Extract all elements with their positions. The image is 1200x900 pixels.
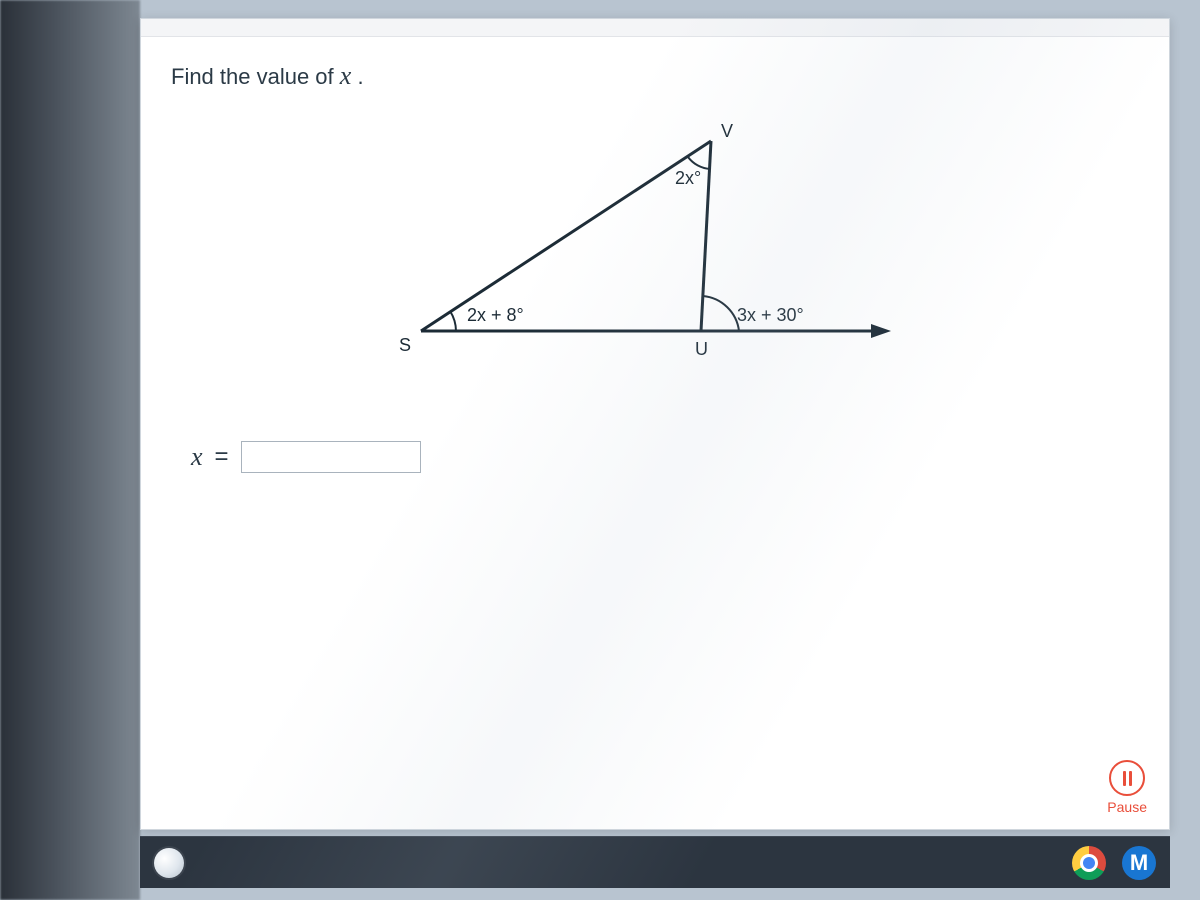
- taskbar: M: [140, 836, 1170, 888]
- angle-arc-u-exterior: [703, 296, 739, 331]
- question-content: Find the value of x . V S: [141, 37, 1169, 829]
- vertex-label-v: V: [721, 121, 733, 141]
- pause-label: Pause: [1107, 799, 1147, 815]
- pause-button[interactable]: Pause: [1107, 760, 1147, 815]
- figure-svg: V S U 2x° 2x + 8° 3x + 30°: [371, 121, 911, 401]
- app-window: Find the value of x . V S: [140, 18, 1170, 830]
- pause-icon: [1109, 760, 1145, 796]
- chrome-icon[interactable]: [1072, 846, 1106, 880]
- angle-label-v: 2x°: [675, 168, 701, 188]
- photo-left-edge: [0, 0, 140, 900]
- question-prefix: Find the value of: [171, 64, 340, 89]
- question-variable: x: [340, 61, 352, 90]
- answer-equals: =: [215, 443, 229, 471]
- geometry-figure: V S U 2x° 2x + 8° 3x + 30°: [371, 121, 911, 401]
- question-suffix: .: [351, 64, 363, 89]
- answer-row: x =: [191, 441, 1139, 473]
- side-sv: [421, 141, 711, 331]
- vertex-label-u: U: [695, 339, 708, 359]
- angle-label-u-exterior: 3x + 30°: [737, 305, 804, 325]
- angle-label-s: 2x + 8°: [467, 305, 524, 325]
- pause-bars: [1123, 771, 1132, 786]
- answer-variable-label: x: [191, 442, 203, 472]
- m-app-icon[interactable]: M: [1122, 846, 1156, 880]
- baseline-arrowhead: [871, 324, 891, 338]
- question-prompt: Find the value of x .: [171, 61, 1139, 91]
- taskbar-right-cluster: M: [1072, 846, 1156, 880]
- answer-input[interactable]: [241, 441, 421, 473]
- window-toolbar-strip: [141, 19, 1169, 37]
- vertex-label-s: S: [399, 335, 411, 355]
- start-button[interactable]: [154, 848, 184, 878]
- angle-arc-s: [450, 311, 456, 331]
